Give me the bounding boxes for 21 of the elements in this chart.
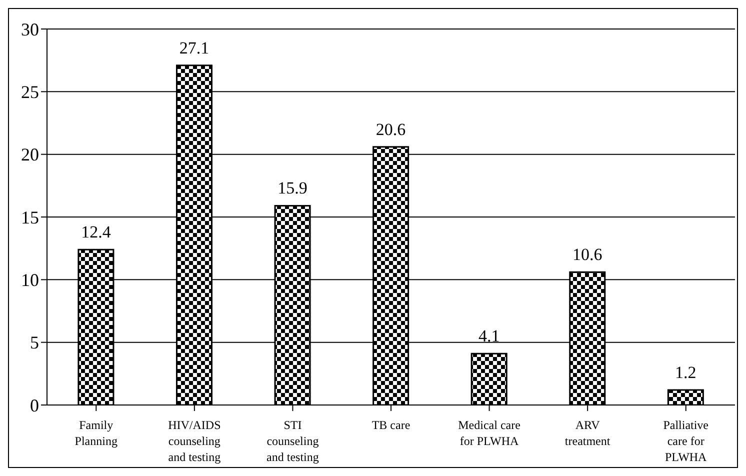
data-label: 10.6 <box>572 245 602 264</box>
x-tick-label: Family Planning <box>74 418 118 448</box>
y-tick-label: 30 <box>21 19 39 40</box>
data-label: 12.4 <box>81 222 112 242</box>
y-tick-label: 0 <box>30 395 39 416</box>
x-tick-label: STI counseling and testing <box>266 418 319 464</box>
data-label: 27.1 <box>179 38 210 58</box>
x-tick-label: TB care <box>372 418 410 432</box>
data-label: 1.2 <box>675 362 696 382</box>
y-tick-label: 15 <box>21 207 39 228</box>
data-label: 4.1 <box>478 326 500 346</box>
x-tick-label: ARV treatment <box>564 418 611 448</box>
x-tick-label: Palliative care for PLWHA <box>663 418 709 464</box>
data-label: 20.6 <box>376 120 406 139</box>
y-tick-label: 25 <box>21 82 39 102</box>
y-tick-label: 5 <box>30 332 39 353</box>
y-tick-label: 10 <box>21 270 39 290</box>
x-tick-label: HIV/AIDS counseling and testing <box>168 418 221 464</box>
y-tick-label: 20 <box>21 144 39 165</box>
data-label: 15.9 <box>278 178 308 198</box>
x-tick-label: Medical care for PLWHA <box>458 418 520 448</box>
